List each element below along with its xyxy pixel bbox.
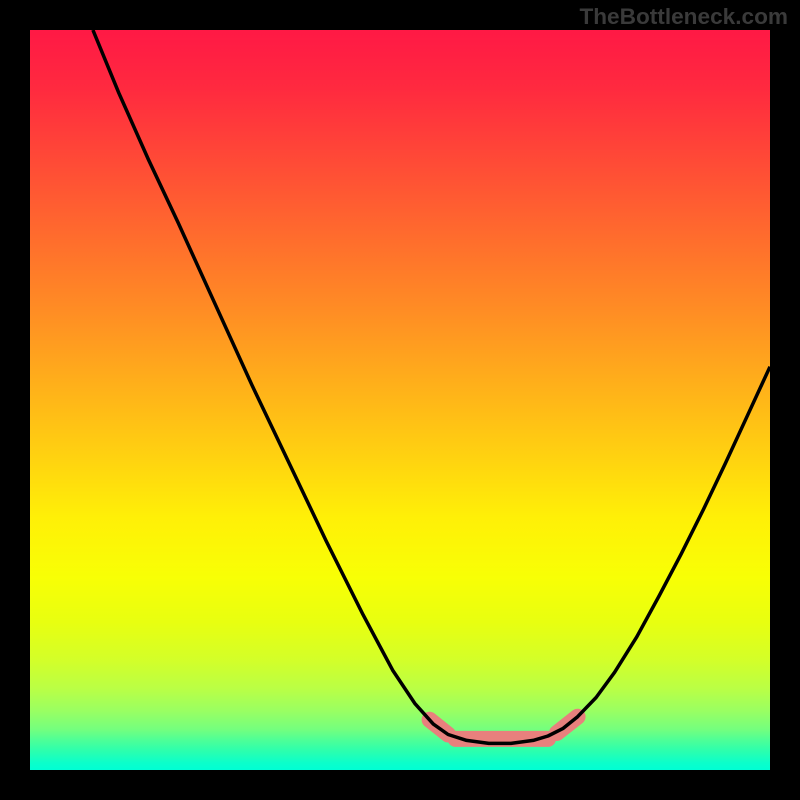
gradient-background: [30, 30, 770, 770]
watermark-text: TheBottleneck.com: [579, 4, 788, 30]
plot-area: [30, 30, 770, 770]
